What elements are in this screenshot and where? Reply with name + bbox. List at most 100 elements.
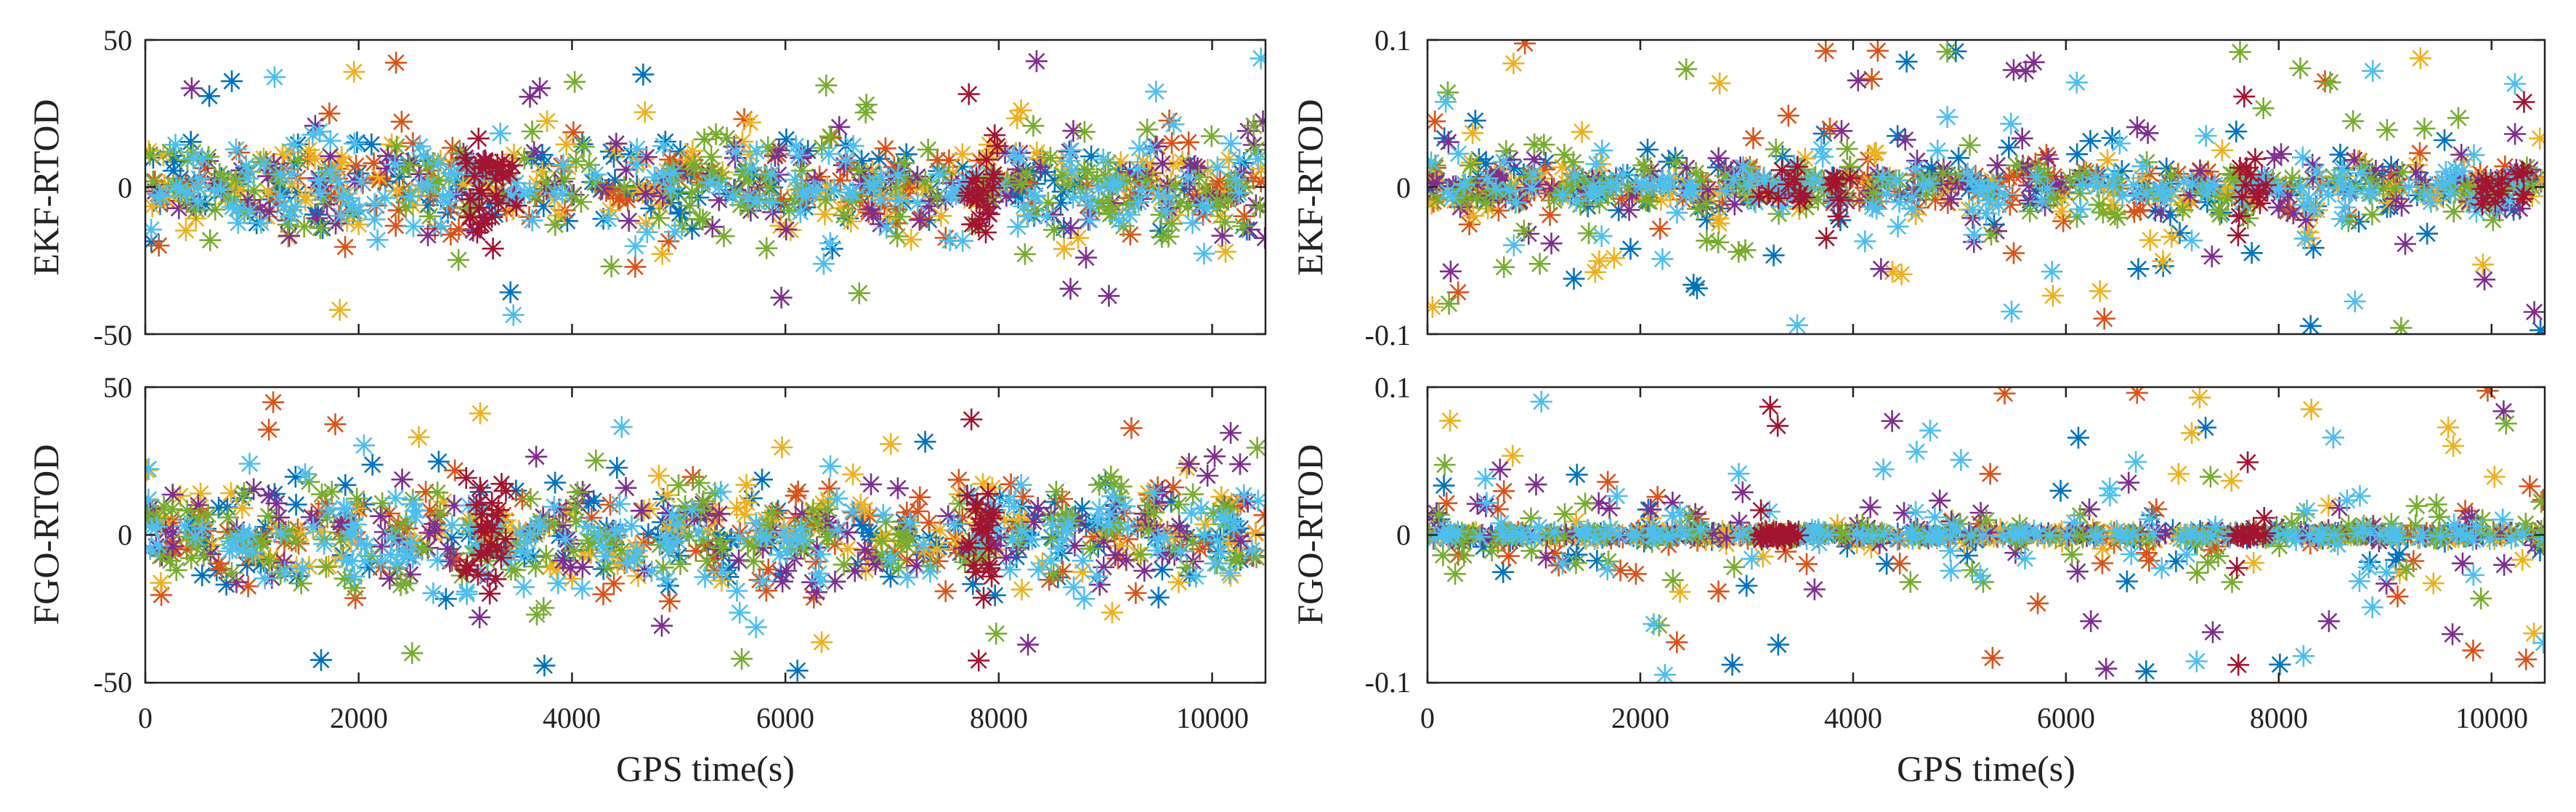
data-point [258, 418, 280, 441]
data-point [640, 198, 663, 219]
data-point [769, 214, 792, 237]
data-point [485, 505, 508, 527]
data-point [885, 176, 907, 198]
data-point [798, 513, 820, 536]
data-point [2243, 523, 2265, 545]
data-point [1596, 559, 1619, 580]
data-point [163, 150, 186, 173]
data-point [532, 195, 555, 217]
data-point [1851, 513, 1874, 536]
data-point [318, 498, 341, 521]
data-point [1796, 553, 1818, 575]
data-point [348, 199, 370, 222]
data-point [2001, 184, 2024, 207]
data-point [2221, 175, 2244, 198]
data-point [748, 569, 771, 591]
data-point [2037, 147, 2059, 170]
data-point [733, 107, 756, 130]
data-point [1732, 156, 1754, 179]
data-point [384, 214, 407, 237]
data-point [1179, 157, 1202, 179]
data-point [175, 219, 197, 242]
data-point [1911, 174, 1934, 196]
data-point [2127, 258, 2150, 280]
data-point [1624, 563, 1647, 585]
data-point [2011, 127, 2033, 150]
data-point [1115, 549, 1138, 572]
data-point [1245, 546, 1265, 569]
data-point [429, 215, 452, 237]
data-point [2483, 466, 2506, 488]
data-point [979, 504, 1001, 527]
data-point [243, 179, 265, 202]
data-point [1651, 248, 1674, 270]
data-point [2322, 426, 2344, 449]
data-point [176, 538, 198, 561]
data-point [2253, 507, 2275, 529]
data-point [1669, 580, 1691, 603]
data-point [2146, 521, 2168, 543]
data-point [977, 537, 1000, 560]
data-point [727, 549, 750, 572]
data-point [2115, 570, 2138, 593]
data-point [513, 183, 535, 206]
data-point [191, 517, 214, 540]
data-point [2508, 198, 2531, 220]
data-point [554, 528, 577, 551]
data-point [681, 139, 704, 162]
data-point [2219, 527, 2241, 549]
data-point [418, 205, 441, 227]
data-point [2139, 229, 2161, 251]
data-point [2329, 143, 2352, 166]
data-point [649, 194, 671, 216]
data-point [1183, 183, 1206, 206]
data-point [2167, 463, 2190, 485]
data-point [1073, 588, 1095, 610]
data-point [1223, 184, 1244, 207]
data-point [977, 483, 1000, 505]
data-point [926, 550, 949, 572]
data-point [1228, 149, 1251, 171]
data-point [2516, 169, 2539, 191]
data-point [347, 213, 370, 235]
data-point [535, 171, 557, 193]
data-point [819, 125, 841, 147]
data-point [249, 150, 272, 173]
data-point [1217, 189, 1239, 211]
data-point [2439, 169, 2462, 192]
data-point [1220, 492, 1243, 515]
data-point [1074, 185, 1097, 208]
data-point [1015, 162, 1037, 184]
data-point [1525, 474, 1547, 496]
data-point [291, 557, 314, 580]
data-point [1528, 516, 1550, 538]
data-point [2489, 523, 2511, 545]
data-point [1130, 179, 1153, 202]
data-point [1080, 194, 1102, 216]
data-point [1919, 419, 1941, 442]
data-point [1666, 201, 1688, 224]
data-point [1750, 499, 1772, 521]
data-point [1827, 206, 1850, 227]
data-point [331, 152, 353, 174]
data-point [1831, 120, 1852, 142]
data-point [1685, 162, 1707, 184]
data-point [944, 527, 966, 550]
data-point [1983, 175, 2005, 197]
data-point [334, 236, 357, 258]
data-point [1185, 565, 1207, 588]
data-point [833, 204, 855, 227]
ytick-label: 0.1 [1374, 371, 1411, 404]
data-point [331, 516, 353, 538]
data-point [1181, 212, 1204, 235]
data-point [427, 153, 449, 175]
data-point [268, 170, 291, 192]
data-point [761, 192, 783, 214]
data-point [656, 484, 679, 506]
data-point [2061, 543, 2083, 566]
data-point [1193, 524, 1215, 546]
data-point [1490, 512, 1512, 535]
data-point [2150, 557, 2173, 580]
data-point [1902, 527, 1924, 550]
data-point [490, 160, 512, 182]
